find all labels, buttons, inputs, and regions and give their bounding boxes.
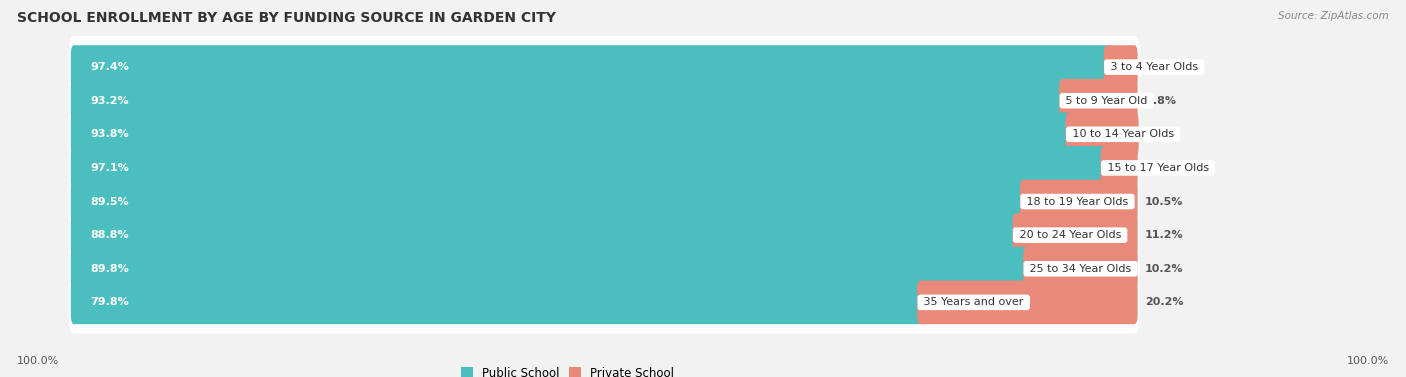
FancyBboxPatch shape xyxy=(69,204,1140,267)
Text: 93.2%: 93.2% xyxy=(90,96,128,106)
Text: 97.4%: 97.4% xyxy=(90,62,129,72)
FancyBboxPatch shape xyxy=(69,238,1140,300)
Text: 6.3%: 6.3% xyxy=(1146,129,1177,139)
Text: 100.0%: 100.0% xyxy=(1347,356,1389,366)
FancyBboxPatch shape xyxy=(1024,247,1137,291)
Text: 25 to 34 Year Olds: 25 to 34 Year Olds xyxy=(1026,264,1135,274)
Text: 35 Years and over: 35 Years and over xyxy=(921,297,1028,307)
FancyBboxPatch shape xyxy=(70,146,1107,190)
FancyBboxPatch shape xyxy=(1066,112,1139,156)
FancyBboxPatch shape xyxy=(69,271,1140,334)
Text: Source: ZipAtlas.com: Source: ZipAtlas.com xyxy=(1278,11,1389,21)
Text: 2.6%: 2.6% xyxy=(1144,62,1175,72)
Text: 10 to 14 Year Olds: 10 to 14 Year Olds xyxy=(1069,129,1177,139)
Legend: Public School, Private School: Public School, Private School xyxy=(461,367,675,377)
Text: 20.2%: 20.2% xyxy=(1144,297,1184,307)
Text: 3 to 4 Year Olds: 3 to 4 Year Olds xyxy=(1107,62,1202,72)
FancyBboxPatch shape xyxy=(70,45,1111,89)
FancyBboxPatch shape xyxy=(70,79,1066,123)
FancyBboxPatch shape xyxy=(69,170,1140,233)
Text: 2.9%: 2.9% xyxy=(1144,163,1175,173)
Text: 10.5%: 10.5% xyxy=(1144,196,1184,207)
Text: 20 to 24 Year Olds: 20 to 24 Year Olds xyxy=(1015,230,1125,240)
Text: 11.2%: 11.2% xyxy=(1144,230,1184,240)
FancyBboxPatch shape xyxy=(1059,79,1137,123)
FancyBboxPatch shape xyxy=(69,137,1140,199)
FancyBboxPatch shape xyxy=(69,103,1140,166)
Text: 5 to 9 Year Old: 5 to 9 Year Old xyxy=(1063,96,1152,106)
FancyBboxPatch shape xyxy=(1019,180,1137,224)
Text: 18 to 19 Year Olds: 18 to 19 Year Olds xyxy=(1024,196,1132,207)
Text: 79.8%: 79.8% xyxy=(90,297,129,307)
FancyBboxPatch shape xyxy=(1012,213,1137,257)
Text: SCHOOL ENROLLMENT BY AGE BY FUNDING SOURCE IN GARDEN CITY: SCHOOL ENROLLMENT BY AGE BY FUNDING SOUR… xyxy=(17,11,555,25)
Text: 89.8%: 89.8% xyxy=(90,264,129,274)
Text: 15 to 17 Year Olds: 15 to 17 Year Olds xyxy=(1104,163,1212,173)
Text: 10.2%: 10.2% xyxy=(1144,264,1184,274)
FancyBboxPatch shape xyxy=(917,280,1137,324)
FancyBboxPatch shape xyxy=(70,180,1026,224)
FancyBboxPatch shape xyxy=(70,213,1019,257)
FancyBboxPatch shape xyxy=(70,112,1071,156)
FancyBboxPatch shape xyxy=(70,247,1029,291)
Text: 97.1%: 97.1% xyxy=(90,163,129,173)
Text: 6.8%: 6.8% xyxy=(1144,96,1175,106)
FancyBboxPatch shape xyxy=(70,280,924,324)
FancyBboxPatch shape xyxy=(1104,45,1137,89)
Text: 88.8%: 88.8% xyxy=(90,230,128,240)
FancyBboxPatch shape xyxy=(69,36,1140,98)
Text: 89.5%: 89.5% xyxy=(90,196,128,207)
FancyBboxPatch shape xyxy=(1101,146,1137,190)
Text: 93.8%: 93.8% xyxy=(90,129,128,139)
FancyBboxPatch shape xyxy=(69,69,1140,132)
Text: 100.0%: 100.0% xyxy=(17,356,59,366)
